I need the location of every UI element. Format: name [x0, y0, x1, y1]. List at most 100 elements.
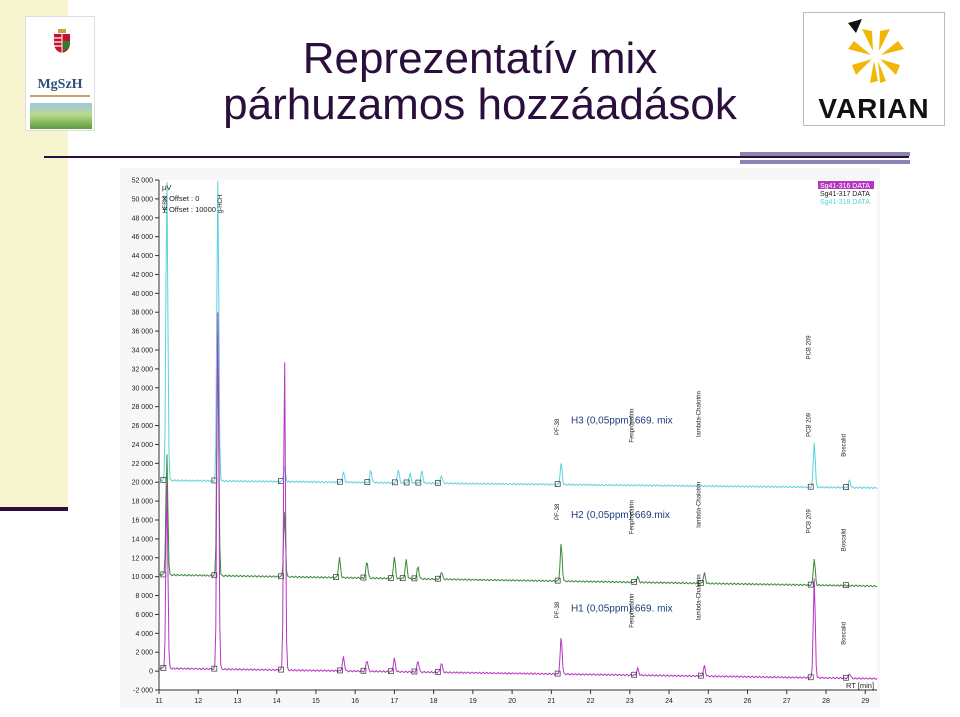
peak-marker [388, 668, 394, 675]
legend-entry: Sg41-318 DATA [820, 199, 870, 206]
peak-marker [388, 575, 394, 581]
peak-marker [364, 479, 371, 485]
peak-marker [435, 575, 441, 582]
x-tick-label: 21 [547, 698, 555, 705]
series-annotation: H1 (0,05ppm) 669. mix [571, 604, 673, 615]
y-tick-label: 26 000 [132, 423, 154, 430]
series-group: H3 (0,05ppm) 669. mix H2 (0,05ppm) 669.mi… [158, 180, 878, 681]
peak-marker [554, 577, 561, 584]
peak-marker [411, 575, 418, 582]
y-tick-label: 38 000 [132, 310, 154, 317]
peak-label: lambda-Chalotrin [696, 574, 702, 620]
peak-label: g-HCH [218, 195, 224, 213]
x-tick-label: 24 [665, 698, 673, 705]
y-tick-label: 30 000 [132, 385, 154, 392]
peak-marker [843, 484, 849, 490]
peak-marker [843, 674, 849, 681]
peak-label: PCB 209 [806, 335, 812, 360]
varian-logo-text: VARIAN [818, 93, 930, 124]
y-tick-label: 36 000 [132, 329, 154, 336]
y-tick-label: 12 000 [132, 555, 154, 562]
varian-star-icon [848, 19, 904, 83]
peak-marker [698, 672, 704, 679]
y-tick-label: 0 [149, 669, 153, 676]
legend-entry: Sg41-317 DATA [820, 191, 870, 198]
peak-label: Boscalid [842, 434, 848, 457]
x-tick-label: 16 [351, 698, 359, 705]
x-tick-label: 20 [508, 698, 516, 705]
peak-marker [435, 479, 441, 486]
peak-label: Fenpropatrin [630, 594, 636, 628]
chromatogram-svg: -2 000 0 2 000 4 000 6 000 8 000 10 000 12 000 1… [132, 178, 878, 705]
slide-title-line1: Reprezentatív mix [302, 34, 658, 83]
title-rule [44, 156, 909, 158]
accent-rule-top [740, 152, 910, 156]
y-tick-label: 14 000 [132, 536, 154, 543]
peak-marker [631, 671, 638, 678]
y-tick-label: 44 000 [132, 253, 154, 260]
peak-marker [160, 665, 167, 671]
y-tick-label: 28 000 [132, 404, 154, 411]
y-tick-label: 48 000 [132, 215, 154, 222]
series-annotation: H3 (0,05ppm) 669. mix [571, 416, 673, 427]
plot-area [159, 180, 877, 690]
y-tick-label: 32 000 [132, 366, 154, 373]
y-tick-label: 10 000 [132, 574, 154, 581]
offset-info-group: µV X Offset : 0 Y Offset : 10000 [162, 183, 216, 214]
peak-marker [337, 667, 343, 674]
y-tick-label: 40 000 [132, 291, 154, 298]
peak-marker [211, 665, 218, 672]
x-tick-label: 29 [861, 698, 869, 705]
peak-marker [337, 478, 343, 485]
peak-marker [360, 667, 367, 674]
mgszh-logo: MgSzH [25, 16, 95, 131]
peak-label: Fenpropatrin [630, 409, 636, 443]
peak-marker [333, 574, 339, 580]
varian-logo: VARIAN [803, 12, 945, 126]
peak-label: PF-38 [555, 503, 561, 520]
hungarian-coat-of-arms-icon [54, 29, 70, 53]
peak-marker [278, 666, 284, 673]
x-tick-label: 23 [626, 698, 634, 705]
y-tick-label: 6 000 [135, 612, 153, 619]
peak-marker [807, 483, 814, 490]
axes-group: -2 000 0 2 000 4 000 6 000 8 000 10 000 12 000 1… [132, 178, 877, 705]
peak-marker [360, 574, 367, 581]
legend-highlight [818, 181, 874, 189]
y-tick-label: 46 000 [132, 234, 154, 241]
x-tick-label: 12 [194, 698, 202, 705]
peak-label: lambda-Chalotrin [696, 482, 702, 528]
y-tick-label: 24 000 [132, 442, 154, 449]
peak-label: PF-38 [555, 418, 561, 435]
y-tick-label: 34 000 [132, 348, 154, 355]
legend-entry: Sg41-316 DATA [820, 183, 870, 190]
peak-labels-group: HEBr2 g-HCH PF-38 Fenpropatrin lambda-Chalot… [163, 195, 848, 645]
chromatogram-chart: -2 000 0 2 000 4 000 6 000 8 000 10 000 12 000 1… [120, 168, 880, 708]
peak-marker [554, 670, 561, 677]
x-tick-label: 19 [469, 698, 477, 705]
peak-marker [415, 479, 422, 486]
y-tick-label: 22 000 [132, 461, 154, 468]
x-tick-label: 22 [587, 698, 595, 705]
side-divider [0, 507, 68, 511]
slide-title-line2: párhuzamos hozzáadások [223, 80, 737, 129]
y-tick-label: 50 000 [132, 196, 154, 203]
x-tick-label: 17 [391, 698, 399, 705]
offset-info-x: X Offset : 0 [162, 194, 199, 203]
y-tick-label: 52 000 [132, 178, 154, 185]
y-tick-label: -2 000 [133, 688, 153, 695]
x-tick-label: 28 [822, 698, 830, 705]
peak-marker [211, 572, 218, 579]
y-tick-label: 4 000 [135, 631, 153, 638]
offset-info-y: Y Offset : 10000 [162, 205, 216, 214]
x-tick-label: 27 [783, 698, 791, 705]
peak-marker [403, 479, 410, 486]
y-tick-label: 18 000 [132, 499, 154, 506]
x-axis-unit: RT [min] [846, 681, 874, 690]
peak-marker [807, 581, 814, 588]
peak-label: PF-38 [555, 601, 561, 618]
x-tick-label: 25 [704, 698, 712, 705]
x-tick-label: 26 [744, 698, 752, 705]
y-tick-label: 2 000 [135, 650, 153, 657]
